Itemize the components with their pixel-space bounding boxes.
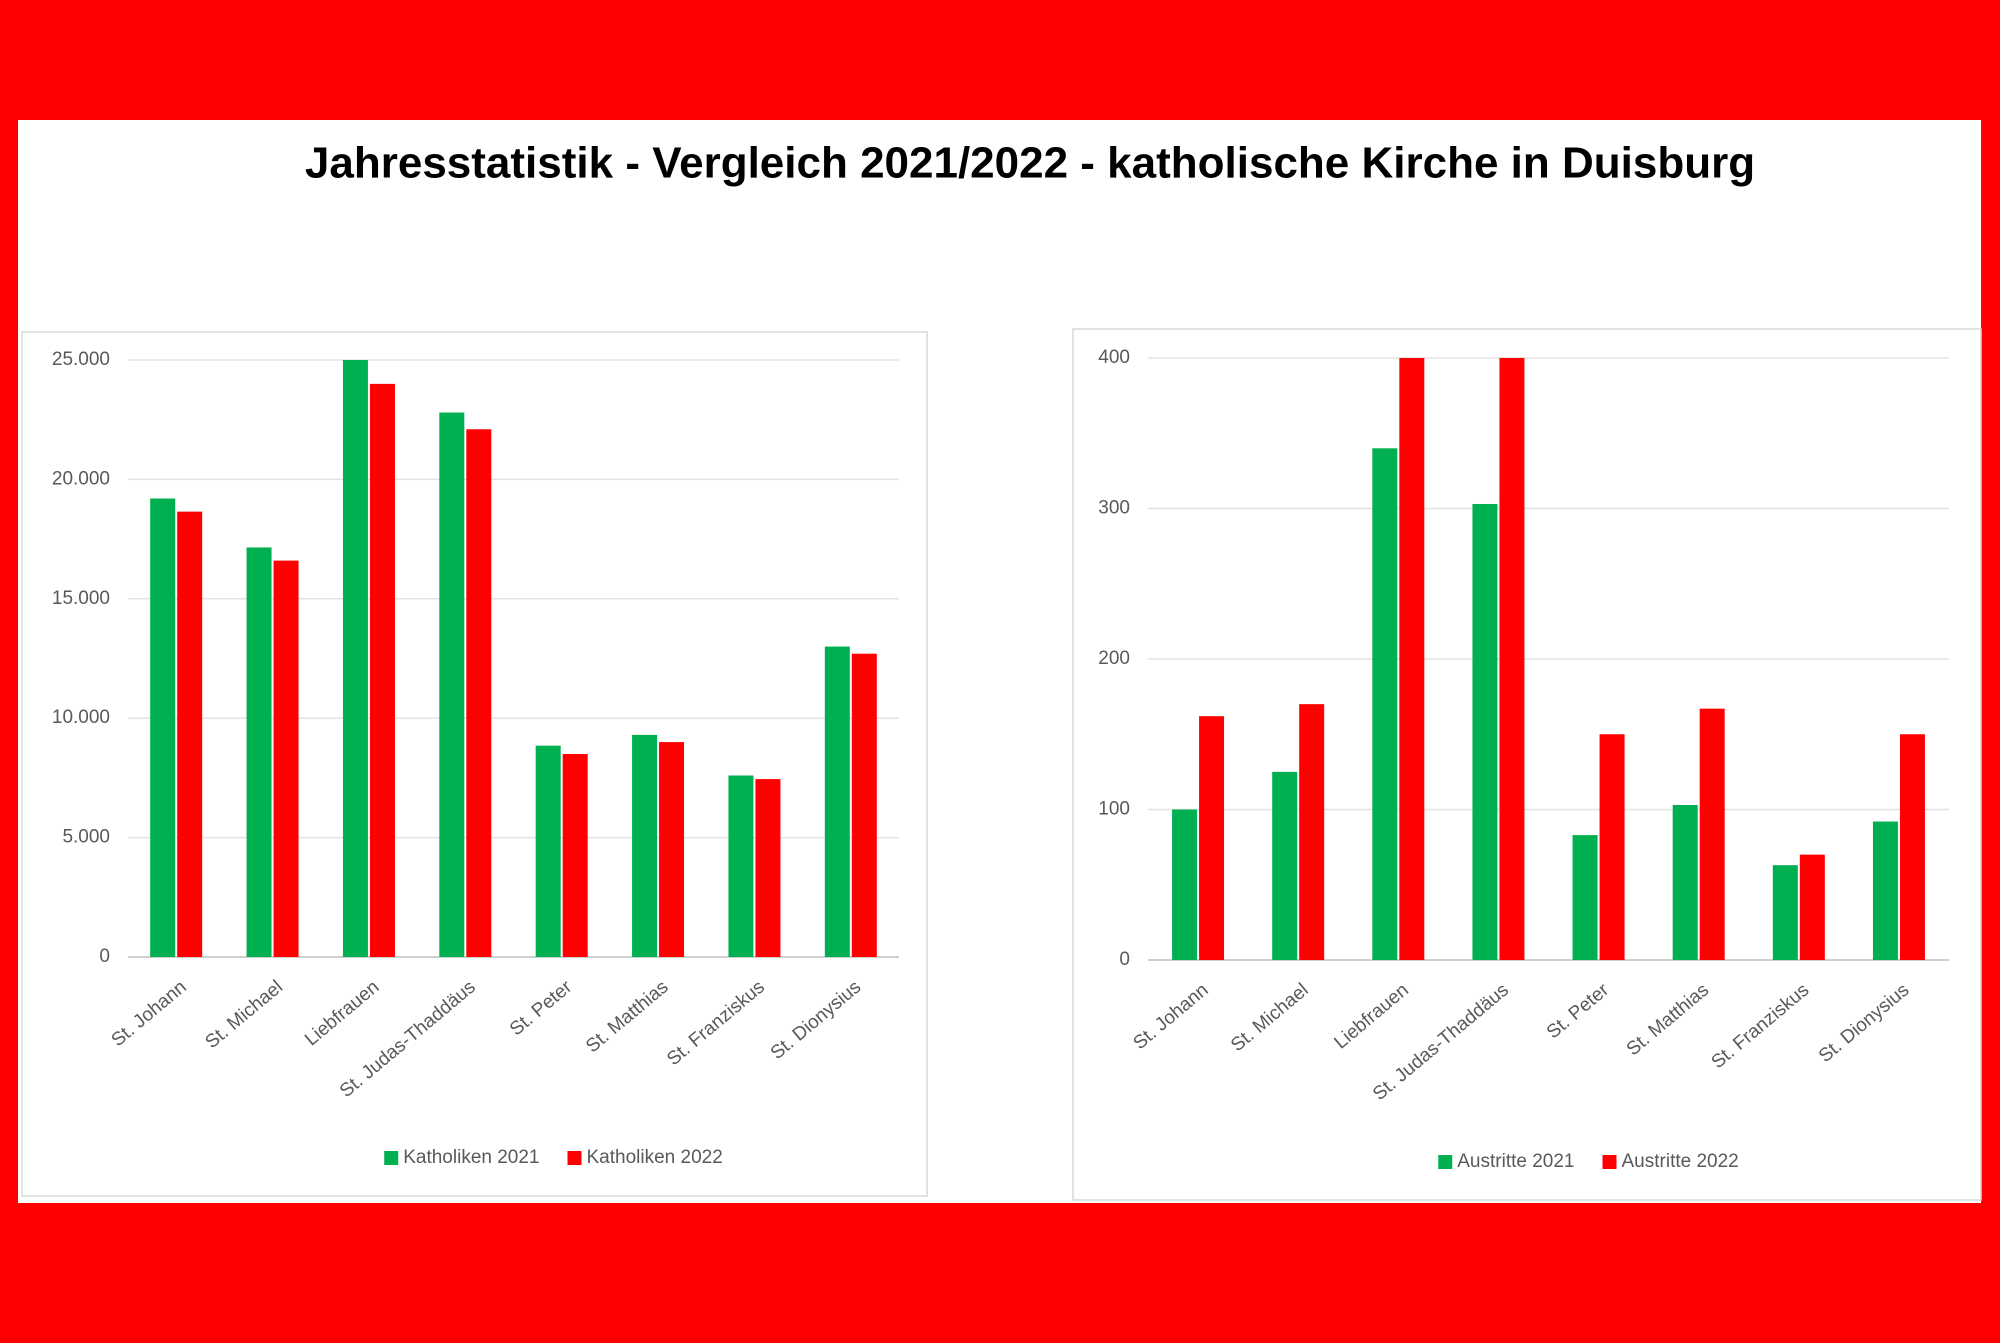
- bar: [466, 429, 492, 957]
- bar: [439, 412, 465, 957]
- legend-label: Austritte 2021: [1457, 1151, 1574, 1172]
- y-tick-label: 0: [1119, 949, 1130, 970]
- y-tick-label: 300: [1098, 498, 1130, 519]
- bar: [150, 498, 176, 957]
- legend-swatch: [1438, 1155, 1453, 1169]
- bar: [1372, 448, 1398, 960]
- chart-frame: [1072, 328, 1982, 1201]
- bar: [1399, 358, 1425, 960]
- y-tick-label: 100: [1098, 799, 1130, 820]
- legend-swatch: [567, 1151, 582, 1165]
- bar: [851, 653, 877, 957]
- y-tick-label: 0: [99, 946, 110, 967]
- y-tick-label: 5.000: [62, 827, 110, 848]
- bar: [369, 383, 395, 957]
- bar: [1772, 865, 1798, 960]
- bar: [659, 742, 685, 957]
- bar: [1299, 704, 1325, 960]
- bar: [1272, 771, 1298, 960]
- bar: [755, 779, 781, 957]
- bar: [246, 547, 272, 957]
- y-tick-label: 15.000: [52, 588, 110, 609]
- legend-label: Katholiken 2022: [587, 1147, 723, 1168]
- legend-swatch: [384, 1151, 399, 1165]
- page-title: Jahresstatistik - Vergleich 2021/2022 - …: [305, 139, 1755, 188]
- bar: [177, 511, 203, 957]
- y-tick-label: 25.000: [52, 349, 110, 370]
- y-tick-label: 10.000: [52, 707, 110, 728]
- bar: [1472, 503, 1498, 960]
- bar: [632, 734, 658, 957]
- legend-label: Katholiken 2021: [403, 1147, 539, 1168]
- bar: [1499, 358, 1525, 960]
- y-tick-label: 200: [1098, 648, 1130, 669]
- bar: [1799, 854, 1825, 960]
- legend-label: Austritte 2022: [1622, 1151, 1739, 1172]
- bar: [1672, 804, 1698, 960]
- bar: [342, 360, 368, 957]
- bar: [824, 646, 850, 957]
- bar: [728, 775, 754, 957]
- bar: [1872, 821, 1898, 960]
- bar: [1599, 734, 1625, 960]
- legend-swatch: [1602, 1155, 1617, 1169]
- bar: [1199, 716, 1225, 960]
- bar: [1172, 809, 1198, 960]
- y-tick-label: 20.000: [52, 468, 110, 489]
- bar: [1572, 835, 1598, 960]
- bar: [1899, 734, 1925, 960]
- y-tick-label: 400: [1098, 347, 1130, 368]
- bar: [562, 754, 588, 957]
- bar: [1699, 708, 1725, 960]
- bar: [535, 745, 561, 957]
- bar: [273, 560, 299, 957]
